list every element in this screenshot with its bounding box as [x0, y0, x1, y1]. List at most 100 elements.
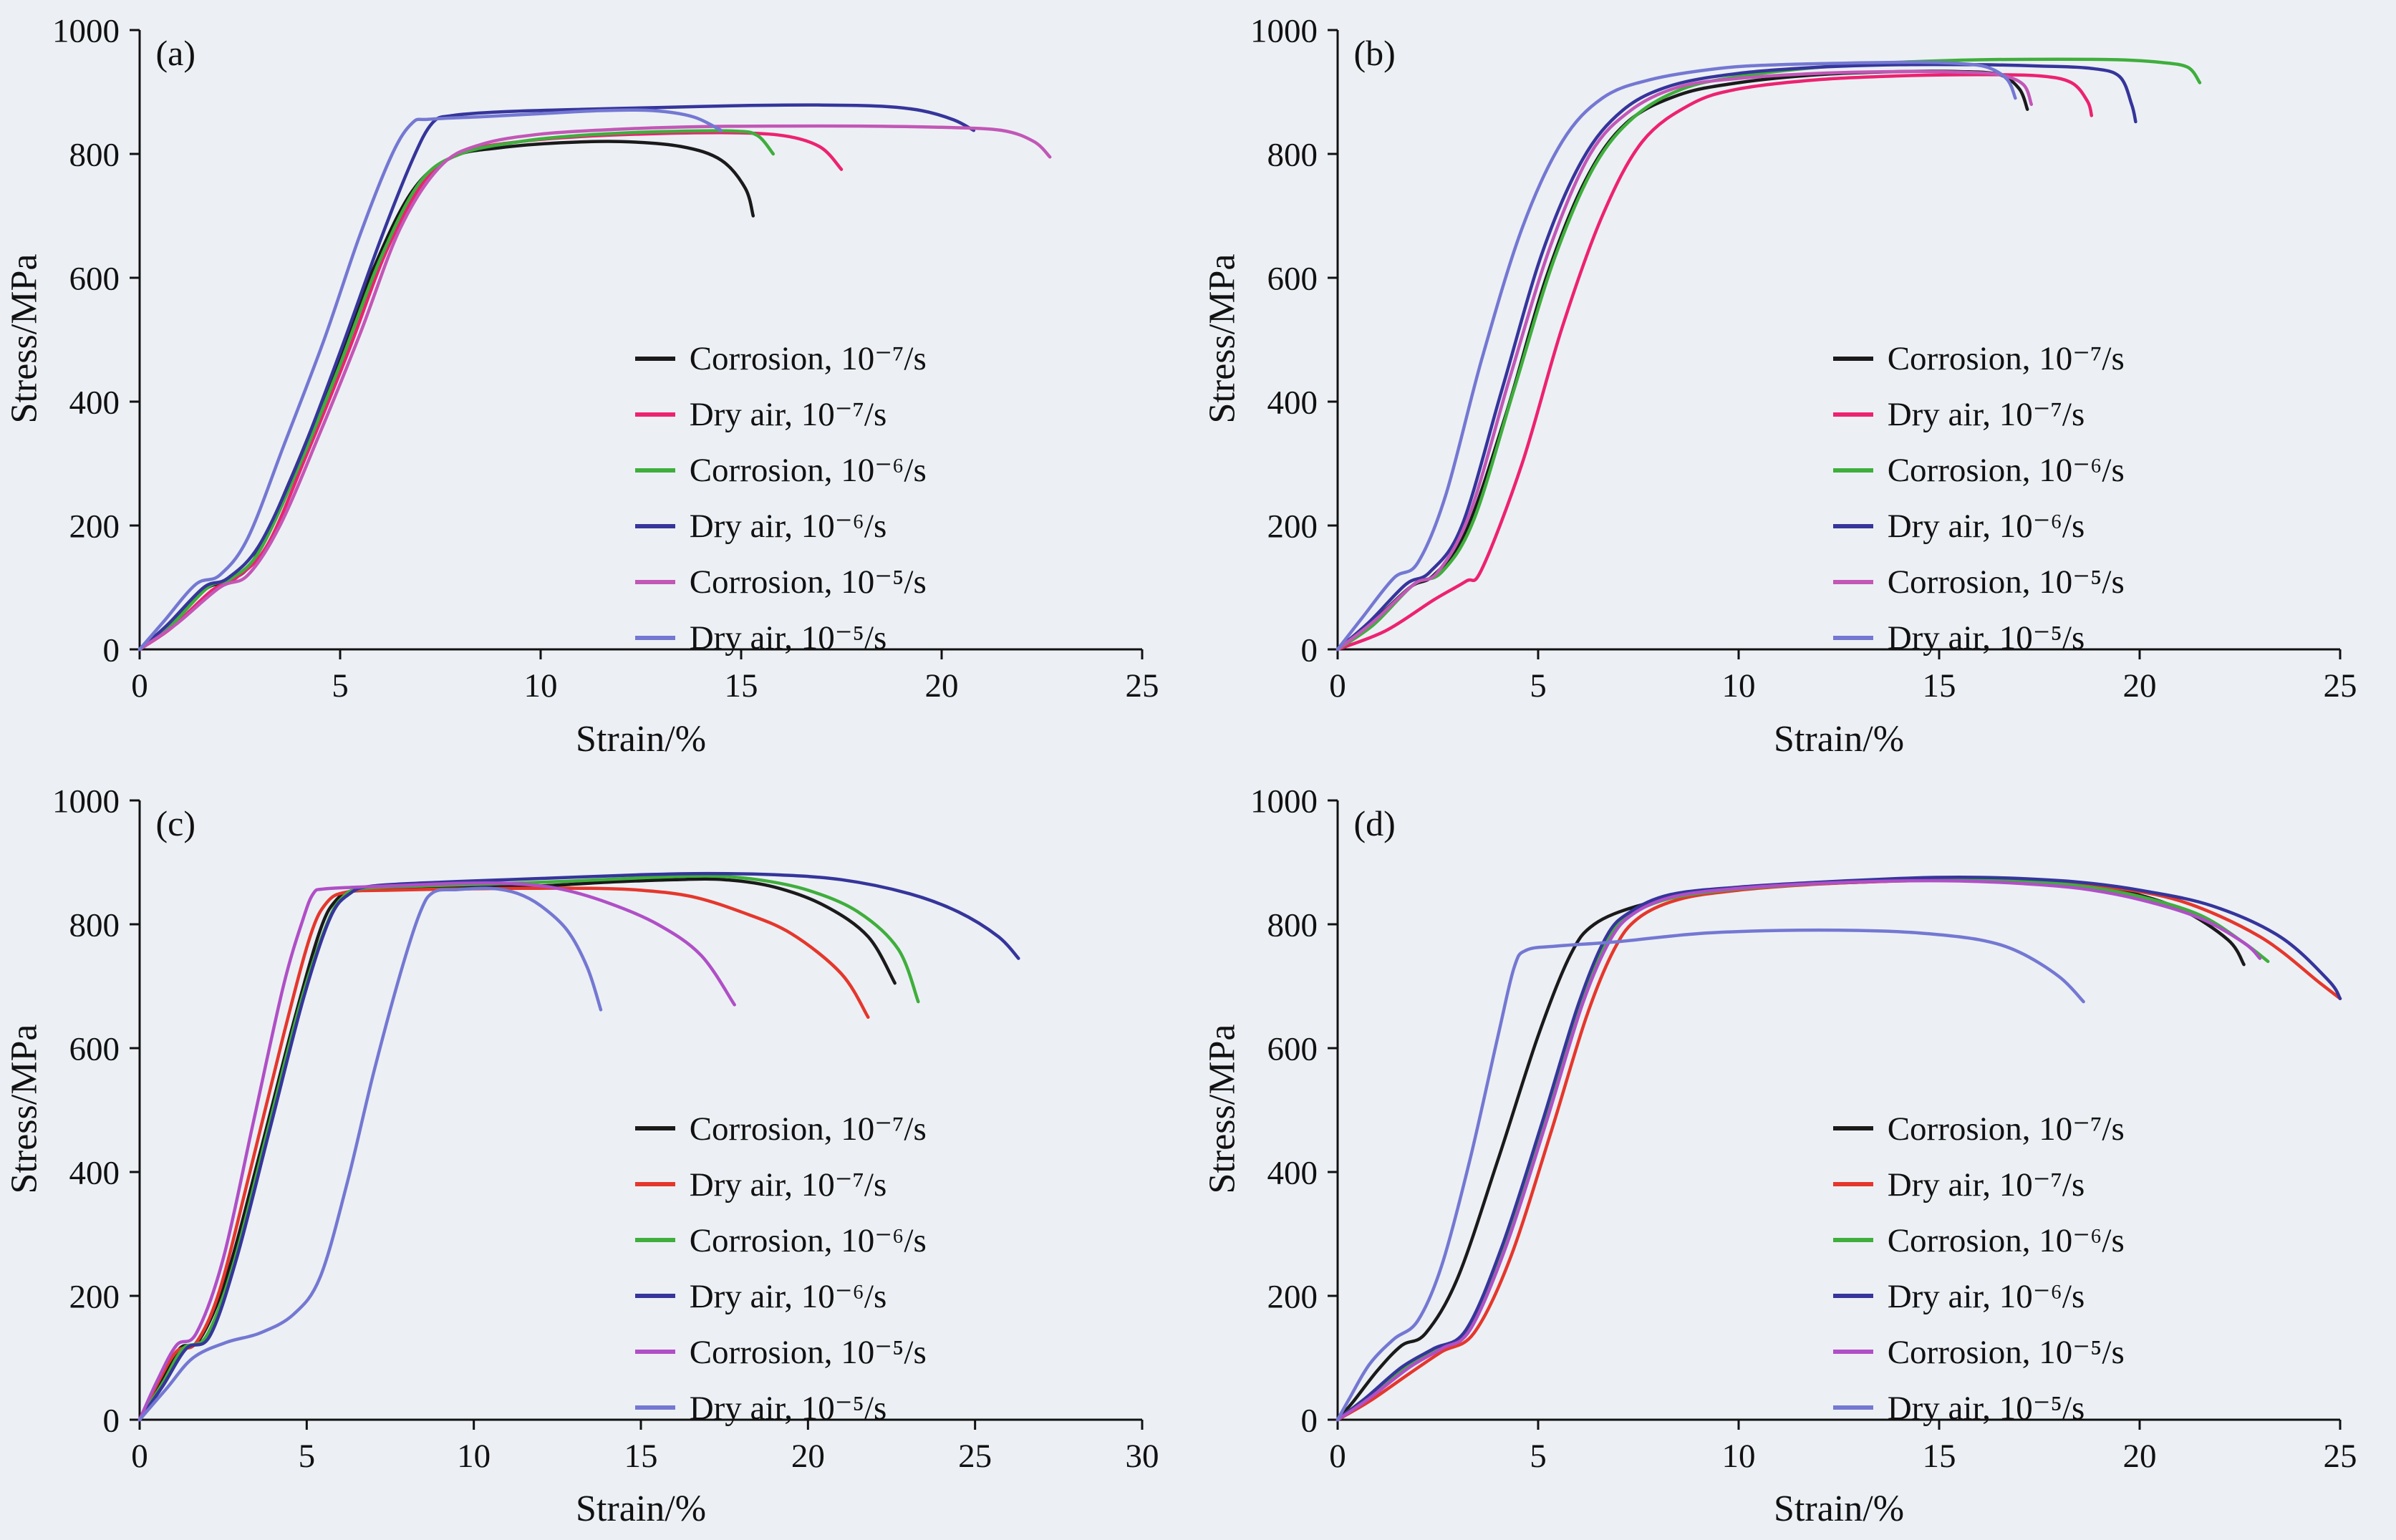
legend-label: Corrosion, 10⁻⁷/s [1887, 1110, 2125, 1148]
legend-label: Corrosion, 10⁻⁶/s [689, 452, 927, 490]
y-tick-label: 0 [103, 631, 120, 669]
x-tick-label: 20 [925, 667, 959, 704]
series-curve [1335, 877, 2342, 1421]
panel-d: 0 5 10 15 20 25 0 200 400 600 800 1000 Stress/MPa S… [1198, 770, 2396, 1540]
y-tick-label: 1000 [1250, 783, 1318, 820]
series-curve [1335, 878, 2262, 1421]
y-tick-label: 400 [69, 1154, 120, 1191]
plot-area-c: 0 5 10 15 20 25 30 0 200 400 600 800 1000 [52, 783, 1159, 1475]
y-axis-label: Stress/MPa [1202, 253, 1243, 424]
legend-item: Dry air, 10⁻⁵/s [1832, 1388, 2125, 1428]
legend: Corrosion, 10⁻⁷/s Dry air, 10⁻⁷/s Corrosio… [1832, 1109, 2125, 1428]
series-curve [137, 871, 1020, 1421]
legend-item: Dry air, 10⁻⁷/s [1832, 1165, 2125, 1204]
series-curve [1335, 60, 2017, 652]
legend-item: Corrosion, 10⁻⁷/s [634, 339, 927, 378]
legend-label: Dry air, 10⁻⁷/s [689, 1166, 887, 1204]
y-tick-label: 600 [69, 1030, 120, 1067]
y-tick-label: 200 [69, 508, 120, 545]
legend-item: Corrosion, 10⁻⁶/s [1832, 450, 2125, 490]
legend-line-swatch [1832, 468, 1873, 473]
legend-label: Dry air, 10⁻⁵/s [689, 619, 887, 657]
legend-line-swatch [634, 356, 675, 361]
legend-item: Dry air, 10⁻⁶/s [634, 506, 927, 546]
series-curve [137, 108, 723, 652]
legend-line-swatch [634, 1238, 675, 1243]
legend-line-swatch [1832, 579, 1873, 584]
series-curve [1335, 57, 2202, 652]
x-tick-label: 25 [958, 1438, 992, 1475]
x-tick-label: 15 [1923, 667, 1956, 704]
series-curve [1335, 928, 2085, 1421]
x-axis-label: Strain/% [1774, 1488, 1905, 1529]
legend-label: Dry air, 10⁻⁷/s [689, 396, 887, 434]
panel-label: (a) [155, 33, 195, 74]
panel-b: 0 5 10 15 20 25 0 200 400 600 800 1000 Stress/MPa S… [1198, 0, 2396, 770]
series-curve [137, 886, 603, 1421]
legend-item: Dry air, 10⁻⁶/s [1832, 1277, 2125, 1316]
x-tick-label: 10 [524, 667, 558, 704]
legend-item: Corrosion, 10⁻⁶/s [634, 450, 927, 490]
legend-label: Dry air, 10⁻⁶/s [689, 1277, 887, 1315]
y-tick-label: 800 [1267, 136, 1318, 173]
series-curve [1335, 875, 2342, 1421]
legend-item: Dry air, 10⁻⁵/s [1832, 618, 2125, 657]
legend-label: Dry air, 10⁻⁵/s [1887, 1389, 2085, 1427]
legend-item: Corrosion, 10⁻⁵/s [634, 1332, 927, 1372]
y-tick-label: 200 [69, 1278, 120, 1315]
legend-line-swatch [634, 1294, 675, 1299]
legend-line-swatch [1832, 1294, 1873, 1299]
legend: Corrosion, 10⁻⁷/s Dry air, 10⁻⁷/s Corrosio… [634, 339, 927, 657]
x-tick-label: 10 [457, 1438, 491, 1475]
legend-item: Dry air, 10⁻⁷/s [1832, 394, 2125, 434]
y-tick-label: 400 [1267, 1154, 1318, 1191]
x-axis-label: Strain/% [576, 718, 707, 760]
y-tick-label: 800 [1267, 906, 1318, 944]
legend-label: Corrosion, 10⁻⁷/s [1887, 340, 2125, 378]
legend-item: Dry air, 10⁻⁵/s [634, 1388, 927, 1428]
legend-label: Dry air, 10⁻⁵/s [1887, 619, 2085, 657]
y-tick-label: 1000 [52, 12, 120, 49]
plot-area-a: 0 5 10 15 20 25 0 200 400 600 800 1000 [52, 12, 1159, 704]
x-tick-label: 5 [1530, 1438, 1547, 1475]
series-curve [137, 124, 1052, 652]
legend-line-swatch [1832, 1182, 1873, 1187]
legend-label: Corrosion, 10⁻⁷/s [689, 1110, 927, 1148]
legend-line-swatch [634, 1182, 675, 1187]
legend-item: Corrosion, 10⁻⁵/s [634, 562, 927, 601]
y-tick-label: 1000 [52, 783, 120, 820]
legend-item: Dry air, 10⁻⁶/s [634, 1277, 927, 1316]
legend-line-swatch [634, 1350, 675, 1355]
x-tick-label: 0 [1329, 1438, 1346, 1475]
legend-line-swatch [634, 1126, 675, 1131]
legend: Corrosion, 10⁻⁷/s Dry air, 10⁻⁷/s Corrosio… [634, 1109, 927, 1428]
plot-area-b: 0 5 10 15 20 25 0 200 400 600 800 1000 [1250, 12, 2357, 704]
x-tick-label: 5 [299, 1438, 316, 1475]
x-tick-label: 25 [2324, 1438, 2357, 1475]
panel-label: (b) [1353, 33, 1396, 74]
y-axis-label: Stress/MPa [4, 253, 45, 424]
y-tick-label: 600 [69, 260, 120, 297]
y-tick-label: 0 [103, 1402, 120, 1439]
legend-line-swatch [1832, 635, 1873, 640]
legend-label: Corrosion, 10⁻⁵/s [689, 563, 927, 601]
legend-label: Dry air, 10⁻⁶/s [689, 508, 887, 546]
y-tick-label: 400 [1267, 384, 1318, 421]
legend-item: Corrosion, 10⁻⁷/s [634, 1109, 927, 1148]
panel-a: 0 5 10 15 20 25 0 200 400 600 800 1000 Stress/MPa S… [0, 0, 1198, 770]
panel-c: 0 5 10 15 20 25 30 0 200 400 600 800 1000 Stress/MPa… [0, 770, 1198, 1540]
x-axis-label: Strain/% [1774, 718, 1905, 760]
y-tick-label: 800 [69, 906, 120, 944]
x-tick-label: 0 [131, 667, 148, 704]
legend-line-swatch [634, 579, 675, 584]
legend-label: Dry air, 10⁻⁶/s [1887, 508, 2085, 546]
legend-item: Corrosion, 10⁻⁷/s [1832, 339, 2125, 378]
x-tick-label: 25 [2324, 667, 2357, 704]
legend-line-swatch [634, 1405, 675, 1410]
x-axis-label: Strain/% [576, 1488, 707, 1529]
legend-line-swatch [1832, 356, 1873, 361]
x-tick-label: 10 [1722, 667, 1756, 704]
y-tick-label: 200 [1267, 508, 1318, 545]
y-tick-label: 600 [1267, 1030, 1318, 1067]
